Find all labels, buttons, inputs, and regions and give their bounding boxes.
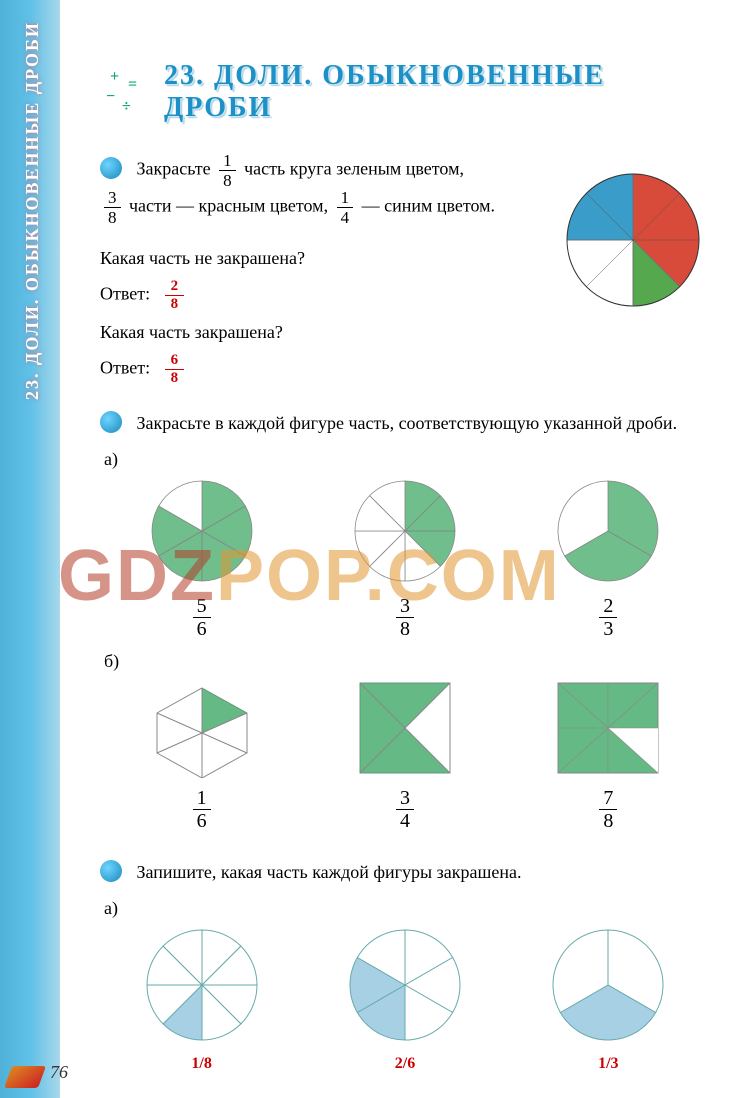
task-2: Закрасьте в каждой фигуре часть, соответ… xyxy=(100,410,710,437)
task2-b-label: б) xyxy=(104,651,710,672)
shape-item: 1/3 xyxy=(543,925,673,1073)
task-bullet-icon xyxy=(100,411,122,433)
circle-shape xyxy=(147,476,257,586)
chapter-title: 23. ДОЛИ. ОБЫКНОВЕННЫЕ ДРОБИ xyxy=(164,60,710,124)
circle-outline xyxy=(543,925,673,1045)
math-ops-icon: + = − ÷ xyxy=(100,67,150,117)
fraction-label: 34 xyxy=(396,788,414,831)
sidebar-chapter-label: 23. ДОЛИ. ОБЫКНОВЕННЫЕ ДРОБИ xyxy=(22,21,43,400)
svg-text:÷: ÷ xyxy=(122,98,131,115)
task-1: Закрасьте 1 8 часть круга зеленым цветом… xyxy=(100,152,530,226)
task3-answer: 1/8 xyxy=(191,1055,211,1073)
fraction-label: 78 xyxy=(599,788,617,831)
pie-chart xyxy=(563,170,703,310)
answer-1: 2 8 xyxy=(165,279,185,312)
task3-a-label: а) xyxy=(104,898,710,919)
fraction-1-4: 1 4 xyxy=(337,189,354,226)
page-content: + = − ÷ 23. ДОЛИ. ОБЫКНОВЕННЫЕ ДРОБИ Зак… xyxy=(70,0,730,1087)
answer-label: Ответ: xyxy=(100,284,150,304)
fraction-label: 23 xyxy=(599,596,617,639)
task2-a-label: а) xyxy=(104,449,710,470)
shape-item: 56 xyxy=(147,476,257,639)
task3-answer: 1/3 xyxy=(598,1055,618,1073)
fraction-label: 38 xyxy=(396,596,414,639)
task1-q2: Какая часть закрашена? xyxy=(100,322,710,343)
shape-item: 23 xyxy=(553,476,663,639)
circle-shape xyxy=(553,476,663,586)
task-bullet-icon xyxy=(100,157,122,179)
shape-item: 78 xyxy=(543,678,673,831)
shape-item: 1/8 xyxy=(137,925,267,1073)
circle-shape xyxy=(350,476,460,586)
task3-text: Запишите, какая часть каждой фигуры закр… xyxy=(137,862,522,882)
task2-text: Закрасьте в каждой фигуре часть, соответ… xyxy=(137,413,678,433)
task1-text-4: — синим цветом. xyxy=(362,196,495,216)
circle-outline xyxy=(340,925,470,1045)
shape-item: 16 xyxy=(137,678,267,831)
polygon-shape xyxy=(543,678,673,778)
task1-text-2: часть круга зеленым цветом, xyxy=(244,159,464,179)
svg-text:=: = xyxy=(128,76,137,93)
task1-text-3: части — красным цветом, xyxy=(129,196,333,216)
task2-row-b: 16 34 78 xyxy=(100,678,710,831)
polygon-shape xyxy=(137,678,267,778)
task1-text-1: Закрасьте xyxy=(137,159,216,179)
shape-item: 38 xyxy=(350,476,460,639)
task2-row-a: 56 38 23 xyxy=(100,476,710,639)
task3-row: 1/8 2/6 1/3 xyxy=(100,925,710,1073)
task1-ans2-row: Ответ: 6 8 xyxy=(100,353,710,386)
fraction-3-8: 3 8 xyxy=(104,189,121,226)
task3-answer: 2/6 xyxy=(395,1055,415,1073)
task-3: Запишите, какая часть каждой фигуры закр… xyxy=(100,859,710,886)
answer-2: 6 8 xyxy=(165,353,185,386)
page-number: 76 xyxy=(50,1062,68,1083)
svg-text:−: − xyxy=(106,88,115,105)
shape-item: 2/6 xyxy=(340,925,470,1073)
shape-item: 34 xyxy=(340,678,470,831)
answer-label: Ответ: xyxy=(100,358,150,378)
fraction-label: 16 xyxy=(193,788,211,831)
svg-text:+: + xyxy=(110,68,119,85)
polygon-shape xyxy=(340,678,470,778)
fraction-1-8: 1 8 xyxy=(219,152,236,189)
fraction-label: 56 xyxy=(193,596,211,639)
task-bullet-icon xyxy=(100,860,122,882)
chapter-header: + = − ÷ 23. ДОЛИ. ОБЫКНОВЕННЫЕ ДРОБИ xyxy=(100,60,710,124)
circle-outline xyxy=(137,925,267,1045)
